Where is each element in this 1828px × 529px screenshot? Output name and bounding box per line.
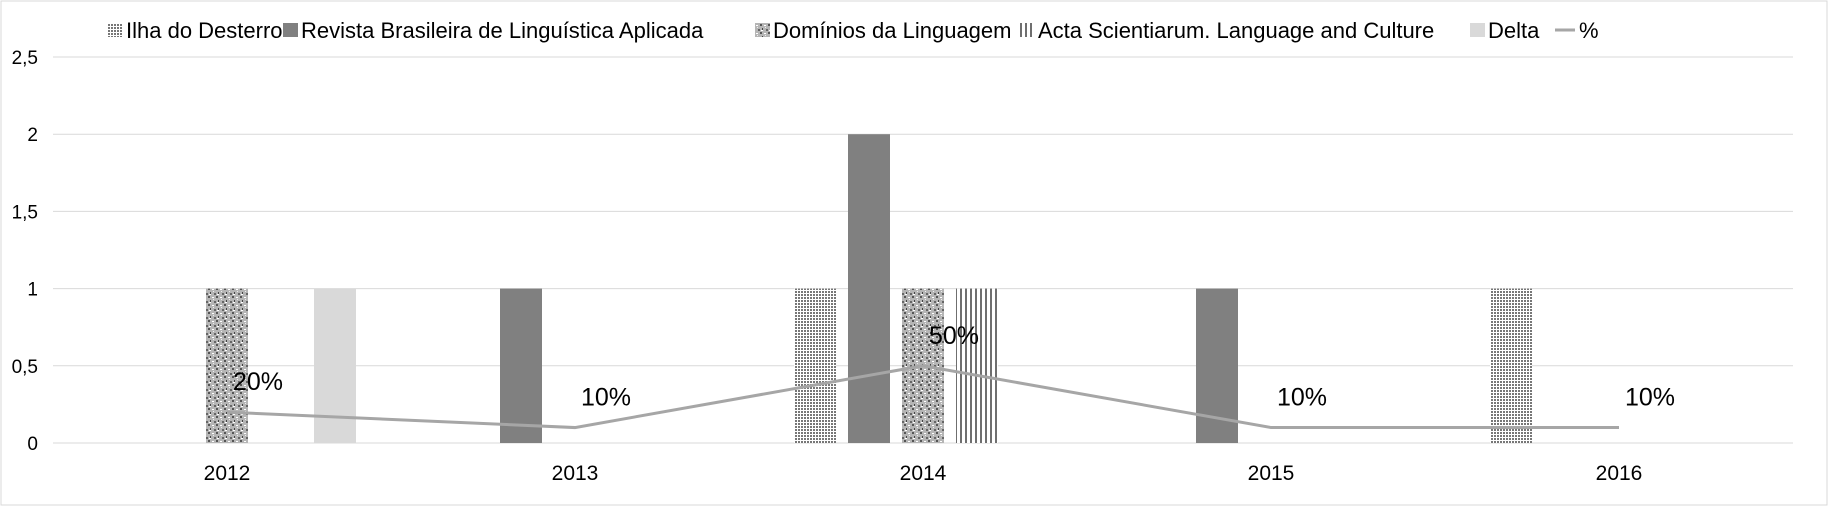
x-tick-label: 2015: [1248, 462, 1295, 485]
bar: [848, 134, 890, 443]
line-series: [226, 364, 1619, 430]
legend-swatch-icon: [108, 23, 123, 37]
y-tick-label: 2: [27, 125, 38, 146]
legend-label: Acta Scientiarum. Language and Culture: [1038, 18, 1434, 43]
y-tick-label: 1: [27, 280, 38, 301]
bar: [956, 288, 998, 443]
legend-label: %: [1579, 18, 1599, 43]
bar: [314, 288, 356, 443]
bar: [500, 288, 542, 443]
bar: [1490, 288, 1532, 443]
legend-label: Delta: [1488, 18, 1540, 43]
y-tick-label: 2,5: [12, 48, 38, 69]
x-tick-label: 2016: [1596, 462, 1643, 485]
x-tick-label: 2013: [552, 462, 599, 485]
y-tick-label: 0: [27, 434, 38, 455]
y-tick-label: 0,5: [12, 357, 38, 378]
legend-swatch-icon: [283, 23, 298, 37]
bar: [206, 288, 248, 443]
data-label: 10%: [1277, 384, 1327, 412]
data-label: 10%: [1625, 384, 1675, 412]
legend-label: Ilha do Desterro: [126, 18, 283, 43]
bar: [794, 288, 836, 443]
x-tick-label: 2014: [900, 462, 947, 485]
legend-swatch-icon: [1470, 23, 1485, 37]
data-label: 20%: [233, 368, 283, 396]
x-tick-label: 2012: [204, 462, 251, 485]
data-label: 10%: [581, 384, 631, 412]
legend-label: Domínios da Linguagem: [773, 18, 1011, 43]
legend-swatch-icon: [755, 23, 770, 37]
y-tick-label: 1,5: [12, 202, 38, 223]
legend-swatch-icon: [1020, 23, 1035, 37]
legend-label: Revista Brasileira de Linguística Aplica…: [301, 18, 704, 43]
data-label: 50%: [929, 322, 979, 350]
